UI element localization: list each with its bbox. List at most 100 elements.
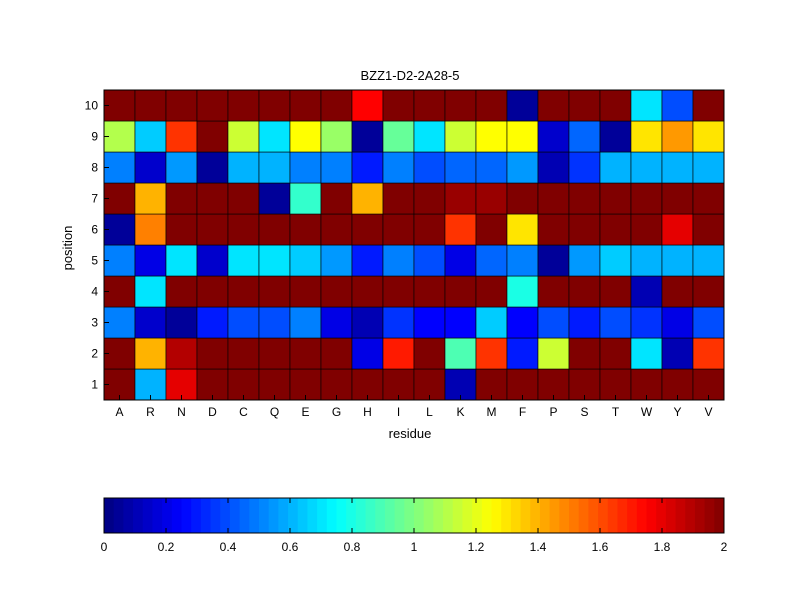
heatmap-cell [568,182,601,215]
colorbar-swatch [346,498,357,533]
heatmap-cell [568,213,601,246]
heatmap-cell [444,182,477,215]
heatmap-cell [227,337,260,370]
heatmap-cell [320,337,353,370]
heatmap-cell [692,275,725,308]
heatmap-cell [351,337,384,370]
heatmap-cell [661,89,694,122]
colorbar-swatch [578,498,589,533]
y-tick-label: 10 [85,99,99,113]
heatmap-cell [568,368,601,401]
heatmap-cell [165,120,198,153]
colorbar-swatch [685,498,696,533]
heatmap-cell [103,89,136,122]
colorbar-swatch [627,498,638,533]
heatmap-cell [320,120,353,153]
colorbar-swatch [636,498,647,533]
heatmap-cell [320,244,353,277]
y-tick-label: 5 [91,254,98,268]
heatmap-cell [444,306,477,339]
heatmap-cell [568,120,601,153]
heatmap-cell [258,306,291,339]
heatmap-cells [103,89,725,401]
colorbar-tick-label: 0.2 [158,540,175,554]
x-tick-label: R [146,405,155,419]
colorbar-swatch [423,498,434,533]
heatmap-cell [258,337,291,370]
heatmap-cell [568,244,601,277]
heatmap-cell [134,213,167,246]
colorbar-swatch [152,498,163,533]
heatmap-cell [661,368,694,401]
heatmap-cell [475,213,508,246]
heatmap-cell [134,306,167,339]
heatmap-cell [351,151,384,184]
colorbar-swatch [375,498,386,533]
x-tick-label: V [704,405,712,419]
heatmap-cell [630,306,663,339]
heatmap-cell [568,89,601,122]
colorbar-swatch [336,498,347,533]
heatmap-cell [196,213,229,246]
heatmap-cell [227,275,260,308]
heatmap-cell [351,89,384,122]
x-tick-label: E [301,405,309,419]
heatmap-cell [103,368,136,401]
heatmap-cell [134,120,167,153]
colorbar-swatch [646,498,657,533]
heatmap-cell [227,120,260,153]
heatmap-cell [351,275,384,308]
heatmap-cell [165,337,198,370]
heatmap-cell [599,182,632,215]
heatmap-cell [413,120,446,153]
colorbar-swatch [104,498,115,533]
heatmap-cell [692,244,725,277]
heatmap-cell [630,368,663,401]
heatmap-cell [692,120,725,153]
colorbar-swatch [481,498,492,533]
colorbar-swatch [704,498,715,533]
heatmap-cell [289,244,322,277]
colorbar-swatch [656,498,667,533]
heatmap-cell [103,337,136,370]
heatmap-cell [506,244,539,277]
heatmap-cell [320,213,353,246]
heatmap-cell [568,337,601,370]
x-tick-label: A [115,405,123,419]
colorbar-swatch [278,498,289,533]
colorbar-swatch [394,498,405,533]
colorbar-tick-label: 1.8 [654,540,671,554]
heatmap-cell [630,151,663,184]
heatmap-cell [413,244,446,277]
colorbar-tick-label: 0.6 [282,540,299,554]
y-tick-label: 1 [91,378,98,392]
heatmap-cell [692,306,725,339]
heatmap-cell [444,368,477,401]
heatmap-cell [692,213,725,246]
colorbar-swatch [384,498,396,533]
x-tick-label: Y [673,405,681,419]
y-axis-label: position [60,226,75,271]
heatmap-cell [661,213,694,246]
colorbar-swatch [297,498,308,533]
heatmap-cell [413,182,446,215]
heatmap-cell [475,182,508,215]
colorbar-tick-label: 0.8 [344,540,361,554]
heatmap-cell [258,182,291,215]
heatmap-cell [196,120,229,153]
heatmap-cell [661,151,694,184]
colorbar-swatch [665,498,677,533]
colorbar-swatch [142,498,153,533]
heatmap-cell [630,337,663,370]
heatmap-cell [165,244,198,277]
heatmap-cell [568,275,601,308]
heatmap-cell [537,213,570,246]
heatmap-cell [227,182,260,215]
x-tick-label: N [177,405,186,419]
y-tick-label: 2 [91,347,98,361]
colorbar-swatch [510,498,522,533]
heatmap-cell [165,213,198,246]
colorbar-swatch [598,498,609,533]
colorbar-swatch [229,498,241,533]
colorbar-swatch [617,498,628,533]
